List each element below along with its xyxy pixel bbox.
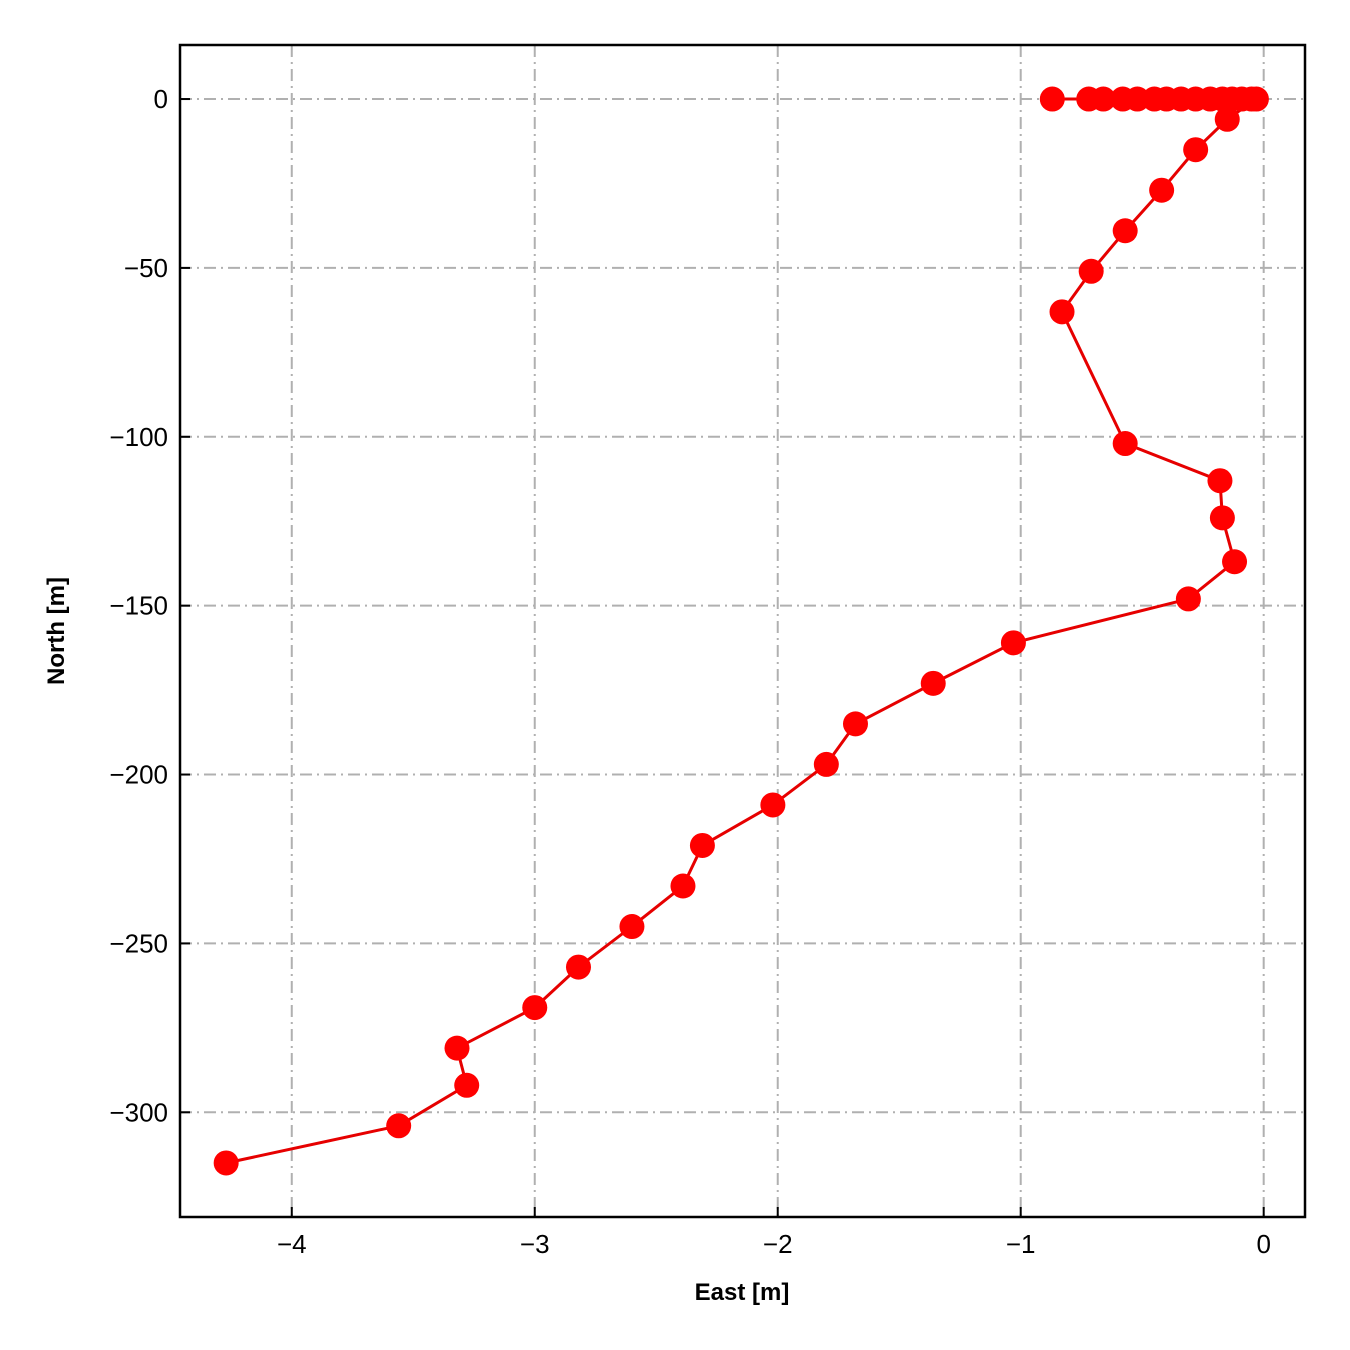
x-tick-label: −3 <box>520 1229 550 1259</box>
x-tick-label: −2 <box>763 1229 793 1259</box>
axis-ticks: −4 −3 −2 −1 00−50−100−150−200−250−300 <box>109 84 1271 1259</box>
plot-area-frame <box>178 43 1307 1219</box>
data-point <box>1090 86 1116 112</box>
x-tick-label: −1 <box>1006 1229 1036 1259</box>
data-point <box>1209 505 1235 531</box>
data-point <box>1112 431 1138 457</box>
data-point <box>1243 86 1269 112</box>
y-tick-label: −150 <box>109 591 168 621</box>
data-point <box>444 1035 470 1061</box>
data-point <box>689 832 715 858</box>
x-axis-label: East [m] <box>695 1279 790 1306</box>
y-tick-label: −200 <box>109 760 168 790</box>
x-tick-label: 0 <box>1256 1229 1270 1259</box>
data-point <box>1039 86 1065 112</box>
data-point <box>813 751 839 777</box>
data-point <box>670 873 696 899</box>
y-tick-label: −100 <box>109 422 168 452</box>
data-point <box>1049 299 1075 325</box>
x-tick-label: −4 <box>277 1229 307 1259</box>
data-point <box>920 670 946 696</box>
series-line <box>225 97 1262 1165</box>
data-point <box>842 711 868 737</box>
data-point <box>1149 177 1175 203</box>
y-tick-label: 0 <box>154 84 168 114</box>
data-point <box>619 914 645 940</box>
y-axis-label: North [m] <box>43 577 70 685</box>
data-point <box>1222 549 1248 575</box>
data-point <box>760 792 786 818</box>
data-point <box>1207 468 1233 494</box>
data-point <box>454 1072 480 1098</box>
data-point <box>522 995 548 1021</box>
data-point <box>213 1150 239 1176</box>
data-point <box>565 954 591 980</box>
data-point <box>1183 137 1209 163</box>
data-series <box>213 86 1269 1176</box>
y-tick-label: −50 <box>124 253 168 283</box>
data-point <box>1175 586 1201 612</box>
data-point <box>386 1113 412 1139</box>
data-point <box>1078 258 1104 284</box>
grid-lines <box>180 45 1305 1217</box>
y-tick-label: −300 <box>109 1097 168 1127</box>
data-point <box>1000 630 1026 656</box>
data-point <box>1214 106 1240 132</box>
data-point <box>1112 218 1138 244</box>
y-tick-label: −250 <box>109 928 168 958</box>
